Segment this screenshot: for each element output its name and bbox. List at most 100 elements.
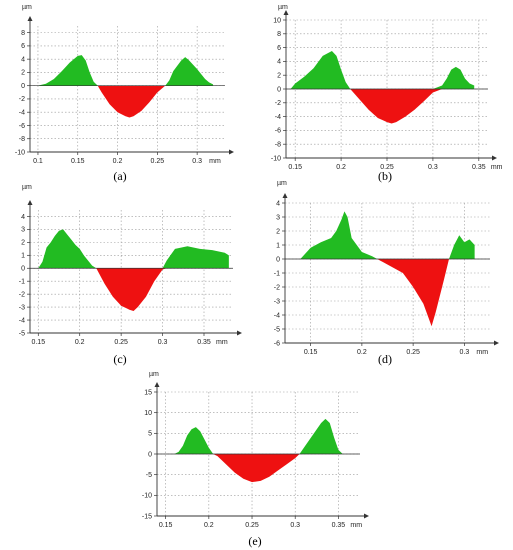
- y-axis-arrow-icon: [154, 382, 160, 387]
- profile-peak-area: [38, 229, 229, 269]
- x-tick-label: 0.35: [332, 522, 346, 529]
- profile-groove-area: [37, 85, 214, 118]
- x-tick-label: 0.15: [304, 349, 318, 356]
- panel-caption: (b): [378, 169, 392, 183]
- y-tick-label: -10: [271, 155, 281, 162]
- y-tick-label: -4: [19, 110, 25, 117]
- y-tick-label: -1: [19, 279, 25, 286]
- y-tick-label: 0: [276, 256, 280, 263]
- y-tick-label: 8: [21, 30, 25, 37]
- y-tick-label: 4: [277, 59, 281, 66]
- panel-e: 15 10 5 0 -5 -10 -15 0.15 0.2 0.25 0.3 0.35 µm mm (e): [142, 371, 369, 548]
- y-tick-label: -6: [19, 123, 25, 130]
- x-tick-label: 0.15: [31, 339, 45, 346]
- x-tick-label: 0.2: [113, 158, 123, 165]
- y-tick-label: -10: [15, 149, 25, 156]
- y-tick-label: 3: [276, 214, 280, 221]
- y-tick-label: 4: [21, 214, 25, 221]
- y-unit-label: µm: [22, 4, 32, 11]
- y-tick-label: 0: [148, 451, 152, 458]
- y-tick-label: 0: [21, 83, 25, 90]
- x-unit-label: mm: [216, 339, 228, 346]
- y-tick-label: -4: [274, 312, 280, 319]
- y-axis-arrow-icon: [27, 16, 33, 21]
- x-tick-label: 0.2: [336, 164, 346, 171]
- x-axis-arrow-icon: [494, 340, 499, 346]
- y-tick-label: 4: [276, 200, 280, 207]
- x-tick-label: 0.3: [290, 522, 300, 529]
- y-tick-label: -15: [142, 513, 152, 520]
- y-tick-label: 8: [277, 31, 281, 38]
- y-axis-arrow-icon: [283, 10, 289, 15]
- y-tick-label: -5: [274, 326, 280, 333]
- y-tick-label: -3: [19, 304, 25, 311]
- x-axis-arrow-icon: [364, 513, 369, 519]
- x-tick-label: 0.3: [192, 158, 202, 165]
- x-axis-arrow-icon: [492, 155, 497, 161]
- y-tick-label: 6: [277, 45, 281, 52]
- y-tick-label: 6: [21, 43, 25, 50]
- y-tick-label: -5: [19, 330, 25, 337]
- y-axis-arrow-icon: [282, 193, 288, 198]
- x-tick-label: 0.25: [380, 164, 394, 171]
- y-tick-label: 0: [21, 266, 25, 273]
- profile-groove-area: [174, 454, 343, 483]
- y-tick-label: 5: [148, 431, 152, 438]
- y-unit-label: µm: [22, 184, 32, 191]
- y-tick-label: 2: [21, 70, 25, 77]
- y-unit-label: µm: [277, 180, 287, 187]
- x-tick-label: 0.2: [357, 349, 367, 356]
- x-tick-label: 0.35: [197, 339, 211, 346]
- x-tick-label: 0.3: [158, 339, 168, 346]
- x-tick-label: 0.15: [159, 522, 173, 529]
- x-tick-label: 0.1: [33, 158, 43, 165]
- panel-caption: (d): [378, 352, 392, 366]
- y-tick-label: -6: [274, 340, 280, 347]
- y-tick-label: -3: [274, 298, 280, 305]
- y-tick-label: 2: [21, 240, 25, 247]
- y-tick-label: 2: [277, 73, 281, 80]
- profile-groove-area: [290, 89, 475, 124]
- panel-caption: (a): [113, 169, 126, 183]
- profile-peak-area: [37, 55, 214, 86]
- y-tick-label: 1: [21, 253, 25, 260]
- x-tick-label: 0.25: [245, 522, 259, 529]
- x-tick-label: 0.2: [204, 522, 214, 529]
- profile-peak-area: [174, 418, 343, 454]
- y-tick-label: -4: [275, 114, 281, 121]
- y-tick-label: -2: [19, 291, 25, 298]
- x-unit-label: mm: [476, 349, 488, 356]
- y-tick-label: 1: [276, 242, 280, 249]
- y-unit-label: µm: [278, 4, 288, 11]
- panel-a: 8 6 4 2 0 -2 -4 -6 -8 -10 0.1 0.15 0.2 0.25 0.3 µm mm (a): [15, 4, 234, 183]
- x-tick-label: 0.15: [288, 164, 302, 171]
- x-unit-label: mm: [350, 522, 362, 529]
- x-tick-label: 0.2: [75, 339, 85, 346]
- profile-peak-area: [290, 51, 475, 89]
- y-tick-label: -2: [275, 100, 281, 107]
- profile-groove-area: [38, 268, 229, 311]
- y-tick-label: 4: [21, 56, 25, 63]
- y-tick-label: -4: [19, 317, 25, 324]
- y-tick-label: 15: [144, 389, 152, 396]
- panel-c: 4 3 2 1 0 -1 -2 -3 -4 -5 0.15 0.2 0.25 0.3 0.35 µm mm (c): [19, 184, 242, 366]
- x-tick-label: 0.15: [71, 158, 85, 165]
- y-tick-label: 10: [273, 17, 281, 24]
- profile-groove-area: [300, 259, 475, 327]
- x-tick-label: 0.25: [151, 158, 165, 165]
- y-unit-label: µm: [149, 371, 159, 378]
- x-axis-arrow-icon: [229, 149, 234, 155]
- x-axis-arrow-icon: [237, 330, 242, 336]
- y-tick-label: 10: [144, 410, 152, 417]
- y-tick-label: 0: [277, 86, 281, 93]
- y-tick-label: -2: [274, 284, 280, 291]
- y-tick-label: -10: [142, 493, 152, 500]
- x-tick-label: 0.3: [428, 164, 438, 171]
- y-tick-label: 2: [276, 228, 280, 235]
- x-tick-label: 0.35: [472, 164, 486, 171]
- profile-peak-area: [300, 211, 475, 259]
- x-tick-label: 0.25: [406, 349, 420, 356]
- x-tick-label: 0.3: [460, 349, 470, 356]
- panel-caption: (c): [113, 352, 126, 366]
